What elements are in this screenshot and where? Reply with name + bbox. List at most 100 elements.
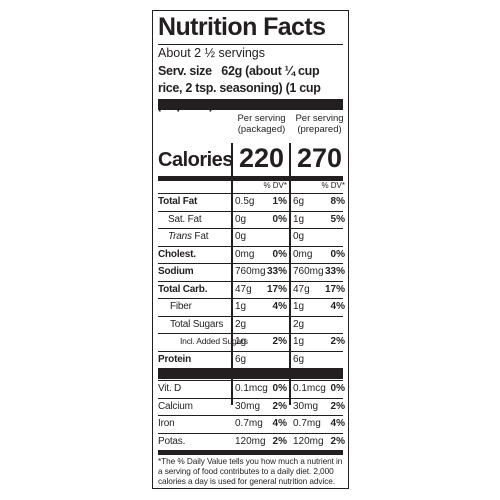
dv-header: % DV* — [263, 181, 287, 190]
nutrient-name: Sodium — [158, 266, 194, 277]
row-rule — [158, 415, 343, 416]
row-rule — [158, 210, 343, 212]
nutrient-name-text: Protein — [158, 353, 192, 365]
daily-value: 33% — [324, 266, 345, 277]
nutrient-name-text: Fiber — [170, 301, 192, 312]
daily-value: 17% — [324, 283, 345, 295]
nutrient-name-text: Total Sugars — [170, 318, 224, 330]
nutrient-name-italic: Trans — [168, 231, 192, 242]
daily-value: 0% — [272, 383, 287, 394]
amount: 0.1mcg — [293, 383, 326, 394]
nutrient-name-text: Vit. D — [158, 383, 182, 394]
amount: 6g — [235, 353, 247, 365]
row-rule — [158, 298, 343, 299]
amount: 0.1mcg — [235, 383, 268, 394]
nutrient-name-text: Cholest. — [158, 248, 196, 260]
row-rule — [158, 228, 343, 229]
amount: 760mg — [293, 266, 324, 277]
thick-rule — [158, 176, 343, 181]
daily-value: 4% — [272, 418, 287, 429]
amount: 47g — [293, 283, 310, 295]
amount: 30mg — [235, 400, 261, 412]
amount: 2g — [293, 318, 305, 330]
daily-value: 4% — [272, 301, 287, 312]
amount: 0.5g — [235, 196, 255, 207]
dv-header: % DV* — [321, 181, 345, 190]
row-rule — [158, 350, 343, 352]
nutrient-name: Cholest. — [158, 249, 196, 260]
calories-value: 270 — [296, 143, 343, 173]
calories-label: Calories — [158, 149, 233, 171]
daily-value: 0% — [330, 248, 345, 260]
title: Nutrition Facts — [158, 13, 326, 41]
nutrient-name: Total Fat — [158, 196, 197, 207]
amount: 1g — [235, 336, 247, 347]
nutrient-name: Protein — [158, 354, 191, 365]
amount: 0mg — [235, 248, 255, 260]
nutrient-name: Trans Fat — [168, 231, 208, 242]
daily-value: 5% — [330, 213, 345, 225]
daily-value: 2% — [330, 400, 345, 412]
amount: 1g — [235, 301, 247, 312]
amount: 120mg — [293, 435, 324, 447]
amount: 1g — [293, 213, 305, 225]
row-rule — [158, 333, 343, 334]
amount: 760mg — [235, 266, 266, 277]
row-rule — [158, 432, 343, 434]
nutrition-label: Nutrition Facts About 2 ½ servings Serv.… — [152, 10, 349, 489]
nutrient-name: Vit. D — [158, 383, 181, 394]
serving-size-label: Serv. size — [158, 64, 212, 78]
row-rule — [158, 315, 343, 317]
amount: 0g — [235, 231, 247, 242]
thick-rule — [158, 99, 343, 110]
amount: 0g — [235, 213, 247, 225]
row-rule — [158, 245, 343, 247]
amount: 0g — [293, 231, 305, 242]
servings: About 2 ½ servings — [158, 46, 266, 60]
daily-value: 4% — [330, 418, 345, 429]
rule — [158, 44, 343, 45]
row-rule — [158, 397, 343, 399]
thick-rule — [158, 450, 343, 455]
footnote: *The % Daily Value tells you how much a … — [158, 456, 343, 486]
daily-value: 2% — [330, 336, 345, 347]
nutrient-name-text: Incl. Added Sugars — [180, 336, 248, 346]
column-divider — [231, 143, 233, 405]
nutrient-name: Calcium — [158, 401, 193, 412]
daily-value: 33% — [266, 266, 287, 277]
column-header: Per serving (prepared) — [295, 113, 344, 135]
daily-value: 0% — [272, 248, 287, 260]
amount: 1g — [293, 336, 305, 347]
nutrient-name: Potas. — [158, 436, 185, 447]
nutrient-name-text: Total Fat — [158, 196, 198, 207]
column-divider — [289, 143, 291, 405]
amount: 6g — [293, 353, 305, 365]
amount: 47g — [235, 283, 252, 295]
nutrient-name: Fiber — [170, 301, 192, 312]
amount: 0.7mg — [293, 418, 321, 429]
calories-value: 220 — [238, 143, 285, 173]
daily-value: 0% — [330, 383, 345, 394]
thick-rule — [158, 368, 343, 379]
amount: 1g — [293, 301, 305, 312]
amount: 6g — [293, 196, 305, 207]
nutrient-name: Iron — [158, 418, 175, 429]
daily-value: 8% — [330, 196, 345, 207]
nutrient-name-text: Sat. Fat — [168, 213, 202, 225]
amount: 30mg — [293, 400, 319, 412]
nutrient-name: Total Sugars — [170, 319, 223, 330]
nutrient-name: Sat. Fat — [168, 213, 202, 225]
daily-value: 0% — [272, 213, 287, 225]
nutrient-name-text: Iron — [158, 418, 175, 429]
daily-value: 17% — [266, 283, 287, 295]
amount: 120mg — [235, 435, 266, 447]
nutrient-name-text: Fat — [194, 231, 209, 242]
daily-value: 2% — [330, 435, 345, 447]
row-rule — [158, 380, 343, 381]
amount: 0.7mg — [235, 418, 263, 429]
daily-value: 1% — [272, 196, 287, 207]
nutrient-name-text: Calcium — [158, 400, 193, 412]
nutrient-name: Incl. Added Sugars — [180, 336, 248, 346]
row-rule — [158, 263, 343, 264]
